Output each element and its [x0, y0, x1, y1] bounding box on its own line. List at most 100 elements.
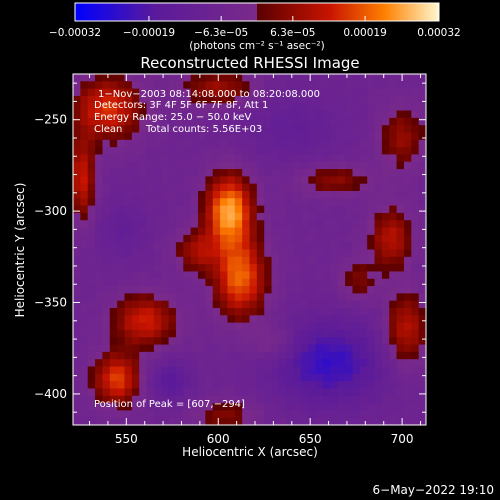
heatmap-cell — [256, 329, 265, 338]
heatmap-cell — [271, 264, 280, 272]
heatmap-cell — [80, 322, 89, 331]
heatmap-cell — [80, 88, 89, 97]
heatmap-cell — [352, 103, 361, 111]
heatmap-cell — [234, 264, 243, 272]
heatmap-cell — [293, 227, 302, 236]
heatmap-cell — [359, 176, 368, 185]
heatmap-cell — [183, 286, 192, 294]
heatmap-cell — [352, 117, 361, 126]
heatmap-cell — [300, 351, 309, 360]
heatmap-cell — [337, 308, 346, 316]
heatmap-cell — [249, 74, 258, 82]
heatmap-cell — [278, 132, 287, 141]
heatmap-cell — [345, 117, 353, 126]
heatmap-cell — [198, 308, 206, 316]
heatmap-cell — [139, 337, 147, 345]
heatmap-cell — [308, 95, 317, 104]
heatmap-cell — [139, 410, 147, 419]
heatmap-cell — [220, 256, 228, 265]
heatmap-cell — [330, 103, 339, 111]
heatmap-cell — [183, 103, 192, 111]
heatmap-cell — [308, 125, 317, 133]
heatmap-cell — [205, 169, 214, 177]
heatmap-cell — [293, 161, 302, 170]
heatmap-cell — [168, 300, 177, 309]
heatmap-cell — [315, 198, 324, 207]
heatmap-cell — [286, 205, 295, 214]
heatmap-cell — [271, 351, 280, 360]
heatmap-cell — [418, 81, 427, 90]
heatmap-cell — [359, 161, 368, 170]
heatmap-cell — [278, 191, 287, 199]
heatmap-cell — [183, 234, 192, 243]
heatmap-cell — [80, 315, 89, 324]
heatmap-cell — [249, 154, 258, 163]
heatmap-cell — [300, 103, 309, 111]
heatmap-cell — [374, 220, 383, 228]
heatmap-cell — [330, 95, 339, 104]
heatmap-cell — [102, 381, 111, 389]
heatmap-cell — [183, 337, 192, 345]
heatmap-cell — [256, 154, 265, 163]
heatmap-cell — [300, 403, 309, 411]
heatmap-cell — [73, 403, 81, 411]
heatmap-cell — [337, 198, 346, 207]
heatmap-cell — [102, 286, 111, 294]
heatmap-cell — [161, 227, 169, 236]
heatmap-cell — [403, 322, 412, 331]
heatmap-cell — [153, 373, 162, 382]
heatmap-cell — [271, 212, 280, 221]
heatmap-cell — [256, 351, 265, 360]
y-tick-label: −300 — [34, 204, 67, 218]
heatmap-cell — [205, 381, 214, 389]
heatmap-cell — [190, 227, 199, 236]
heatmap-cell — [403, 249, 412, 258]
heatmap-cell — [374, 183, 383, 192]
heatmap-cell — [131, 132, 140, 141]
heatmap-cell — [168, 410, 177, 419]
heatmap-cell — [403, 95, 412, 104]
heatmap-cell — [293, 147, 302, 155]
heatmap-cell — [271, 242, 280, 250]
heatmap-cell — [315, 74, 324, 82]
heatmap-cell — [286, 154, 295, 163]
heatmap-cell — [124, 315, 133, 324]
heatmap-cell — [345, 395, 353, 404]
heatmap-cell — [315, 147, 324, 155]
heatmap-cell — [80, 359, 89, 367]
heatmap-cell — [131, 293, 140, 302]
heatmap-cell — [396, 183, 405, 192]
heatmap-cell — [345, 388, 353, 397]
heatmap-cell — [286, 329, 295, 338]
heatmap-cell — [411, 322, 420, 331]
heatmap-cell — [352, 286, 361, 294]
heatmap-cell — [315, 337, 324, 345]
heatmap-cell — [95, 147, 103, 155]
heatmap-cell — [153, 154, 162, 163]
heatmap-cell — [381, 344, 390, 353]
heatmap-cell — [234, 344, 243, 353]
heatmap-cell — [403, 410, 412, 419]
heatmap-cell — [146, 417, 155, 426]
heatmap-cell — [131, 300, 140, 309]
heatmap-cell — [80, 169, 89, 177]
heatmap-cell — [381, 256, 390, 265]
heatmap-cell — [198, 249, 206, 258]
heatmap-cell — [367, 373, 375, 382]
heatmap-cell — [256, 315, 265, 324]
heatmap-cell — [352, 234, 361, 243]
heatmap-cell — [139, 154, 147, 163]
heatmap-cell — [249, 81, 258, 90]
heatmap-cell — [153, 191, 162, 199]
heatmap-cell — [131, 329, 140, 338]
heatmap-cell — [109, 220, 118, 228]
heatmap-cell — [95, 132, 103, 141]
heatmap-cell — [411, 256, 420, 265]
heatmap-cell — [374, 147, 383, 155]
heatmap-cell — [396, 388, 405, 397]
heatmap-cell — [411, 351, 420, 360]
heatmap-cell — [278, 95, 287, 104]
heatmap-cell — [212, 154, 221, 163]
heatmap-cell — [183, 176, 192, 185]
heatmap-cell — [234, 95, 243, 104]
